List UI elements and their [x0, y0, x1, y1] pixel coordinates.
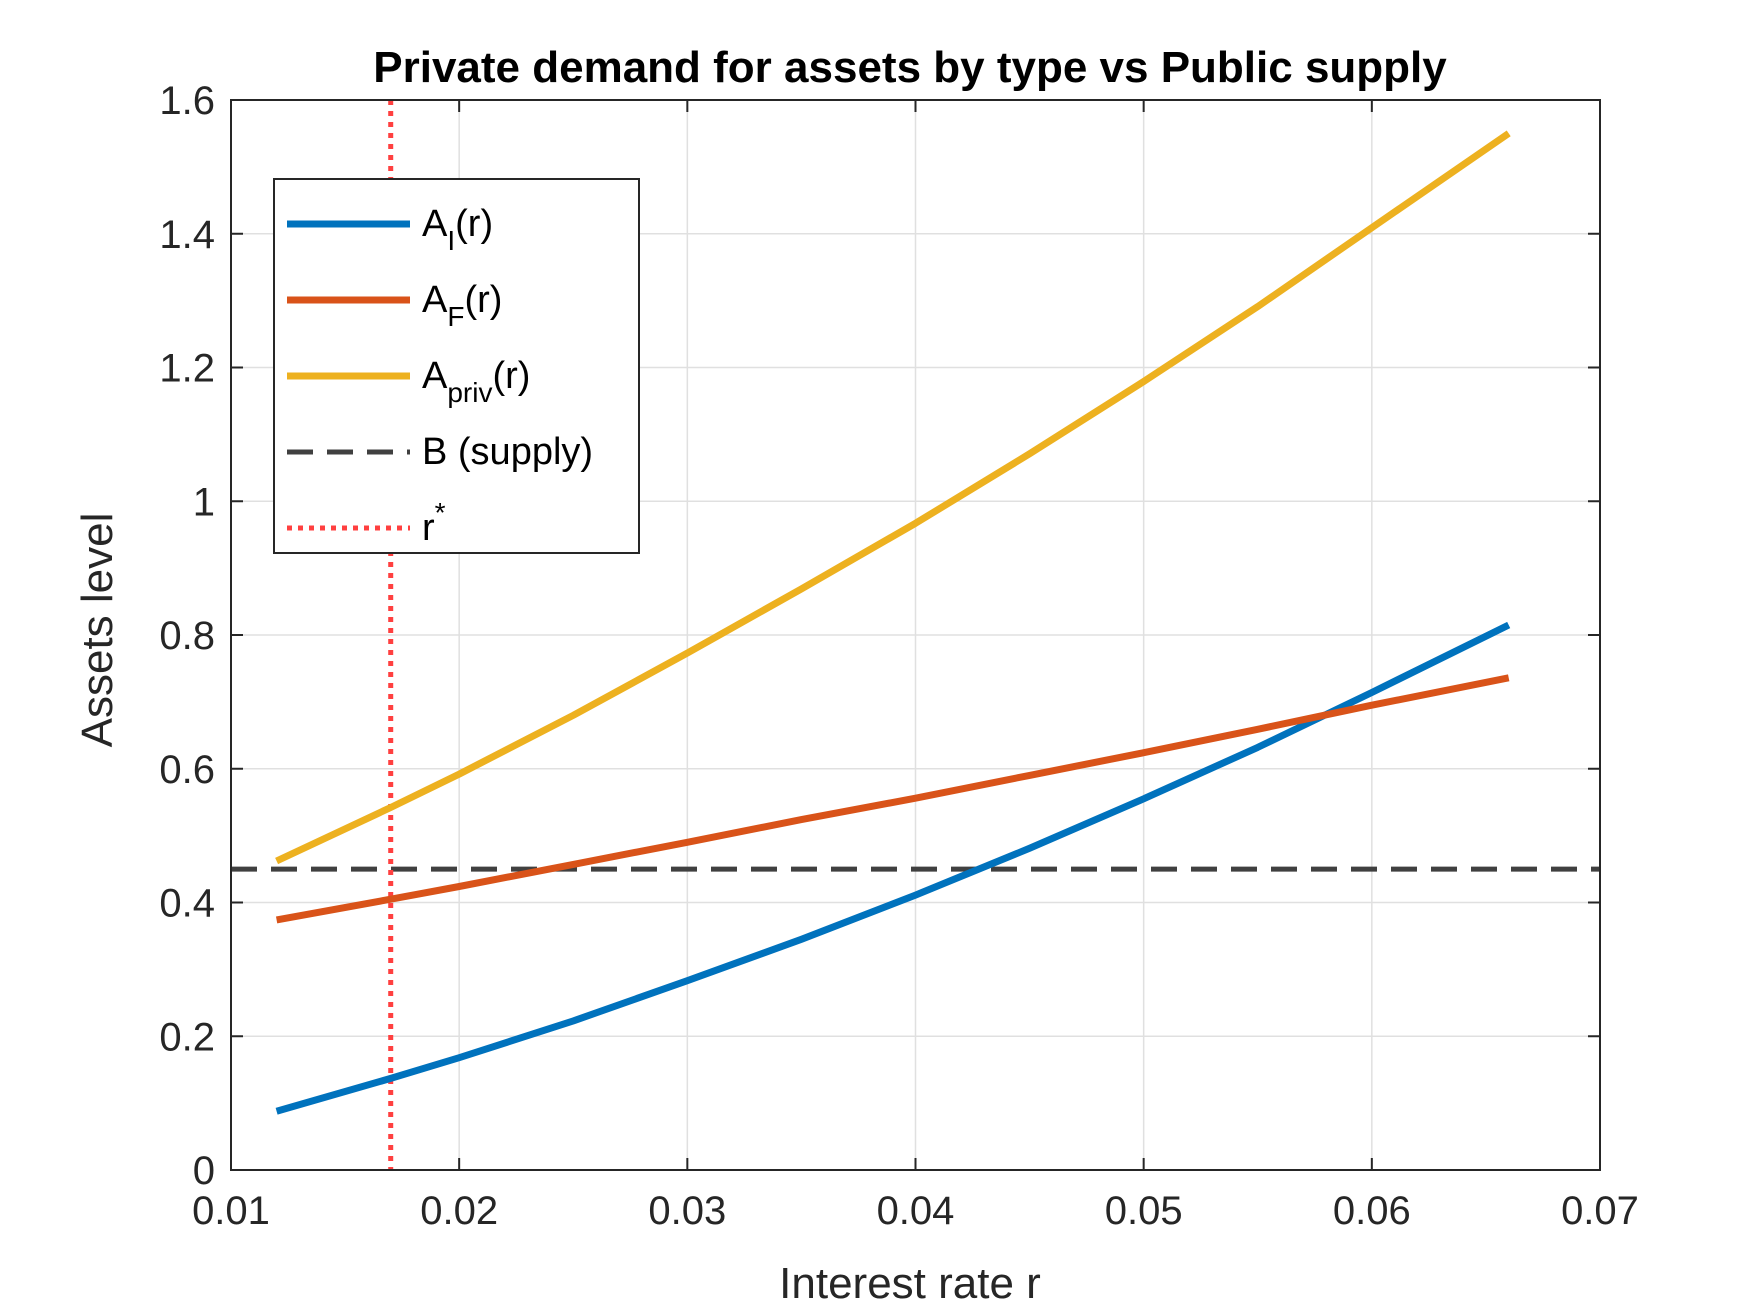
y-tick-label: 0.2	[159, 1015, 215, 1059]
x-tick-label: 0.07	[1561, 1189, 1639, 1233]
y-axis-label: Assets level	[73, 513, 122, 748]
legend-entry: r*	[287, 497, 446, 549]
series-line-apriv	[275, 130, 1511, 865]
x-tick-label: 0.03	[648, 1189, 726, 1233]
x-tick-label: 0.04	[877, 1189, 955, 1233]
y-tick-label: 0.4	[159, 882, 215, 926]
legend-entry: AI(r)	[287, 203, 493, 256]
legend-box	[273, 178, 640, 554]
legend-label: AI(r)	[422, 203, 493, 256]
x-tick-label: 0.02	[420, 1189, 498, 1233]
legend-entry: AF(r)	[287, 279, 502, 332]
chart-title: Private demand for assets by type vs Pub…	[373, 43, 1447, 92]
y-tick-label: 0.8	[159, 614, 215, 658]
legend-entry: Apriv(r)	[287, 355, 530, 408]
ticks: 0.01 0.02 0.03 0.04 0.05 0.06 0.07 0 0.2 0.4 0.6 0.…	[159, 79, 1639, 1233]
y-tick-label: 1.6	[159, 79, 215, 123]
x-axis-label: Interest rate r	[779, 1259, 1041, 1308]
series-lines	[275, 130, 1511, 1115]
series-line-ai	[275, 621, 1511, 1115]
x-tick-label: 0.06	[1333, 1189, 1411, 1233]
x-tick-label: 0.05	[1105, 1189, 1183, 1233]
legend-label: AF(r)	[422, 279, 502, 332]
series-line-af	[275, 674, 1510, 924]
y-tick-label: 1	[193, 480, 215, 524]
y-tick-label: 1.4	[159, 213, 215, 257]
y-tick-label: 1.2	[159, 347, 215, 391]
legend-label: Apriv(r)	[422, 355, 530, 408]
legend-entry: B (supply)	[287, 431, 593, 473]
y-tick-label: 0	[193, 1149, 215, 1193]
legend-label: B (supply)	[422, 431, 593, 473]
x-tick-label: 0.01	[192, 1189, 270, 1233]
y-tick-label: 0.6	[159, 748, 215, 792]
legend-items: AI(r) AF(r) Apriv(r) B (supply) r*	[287, 203, 593, 549]
legend-label: r*	[422, 497, 446, 549]
legend: AI(r) AF(r) Apriv(r) B (supply) r*	[273, 178, 640, 554]
